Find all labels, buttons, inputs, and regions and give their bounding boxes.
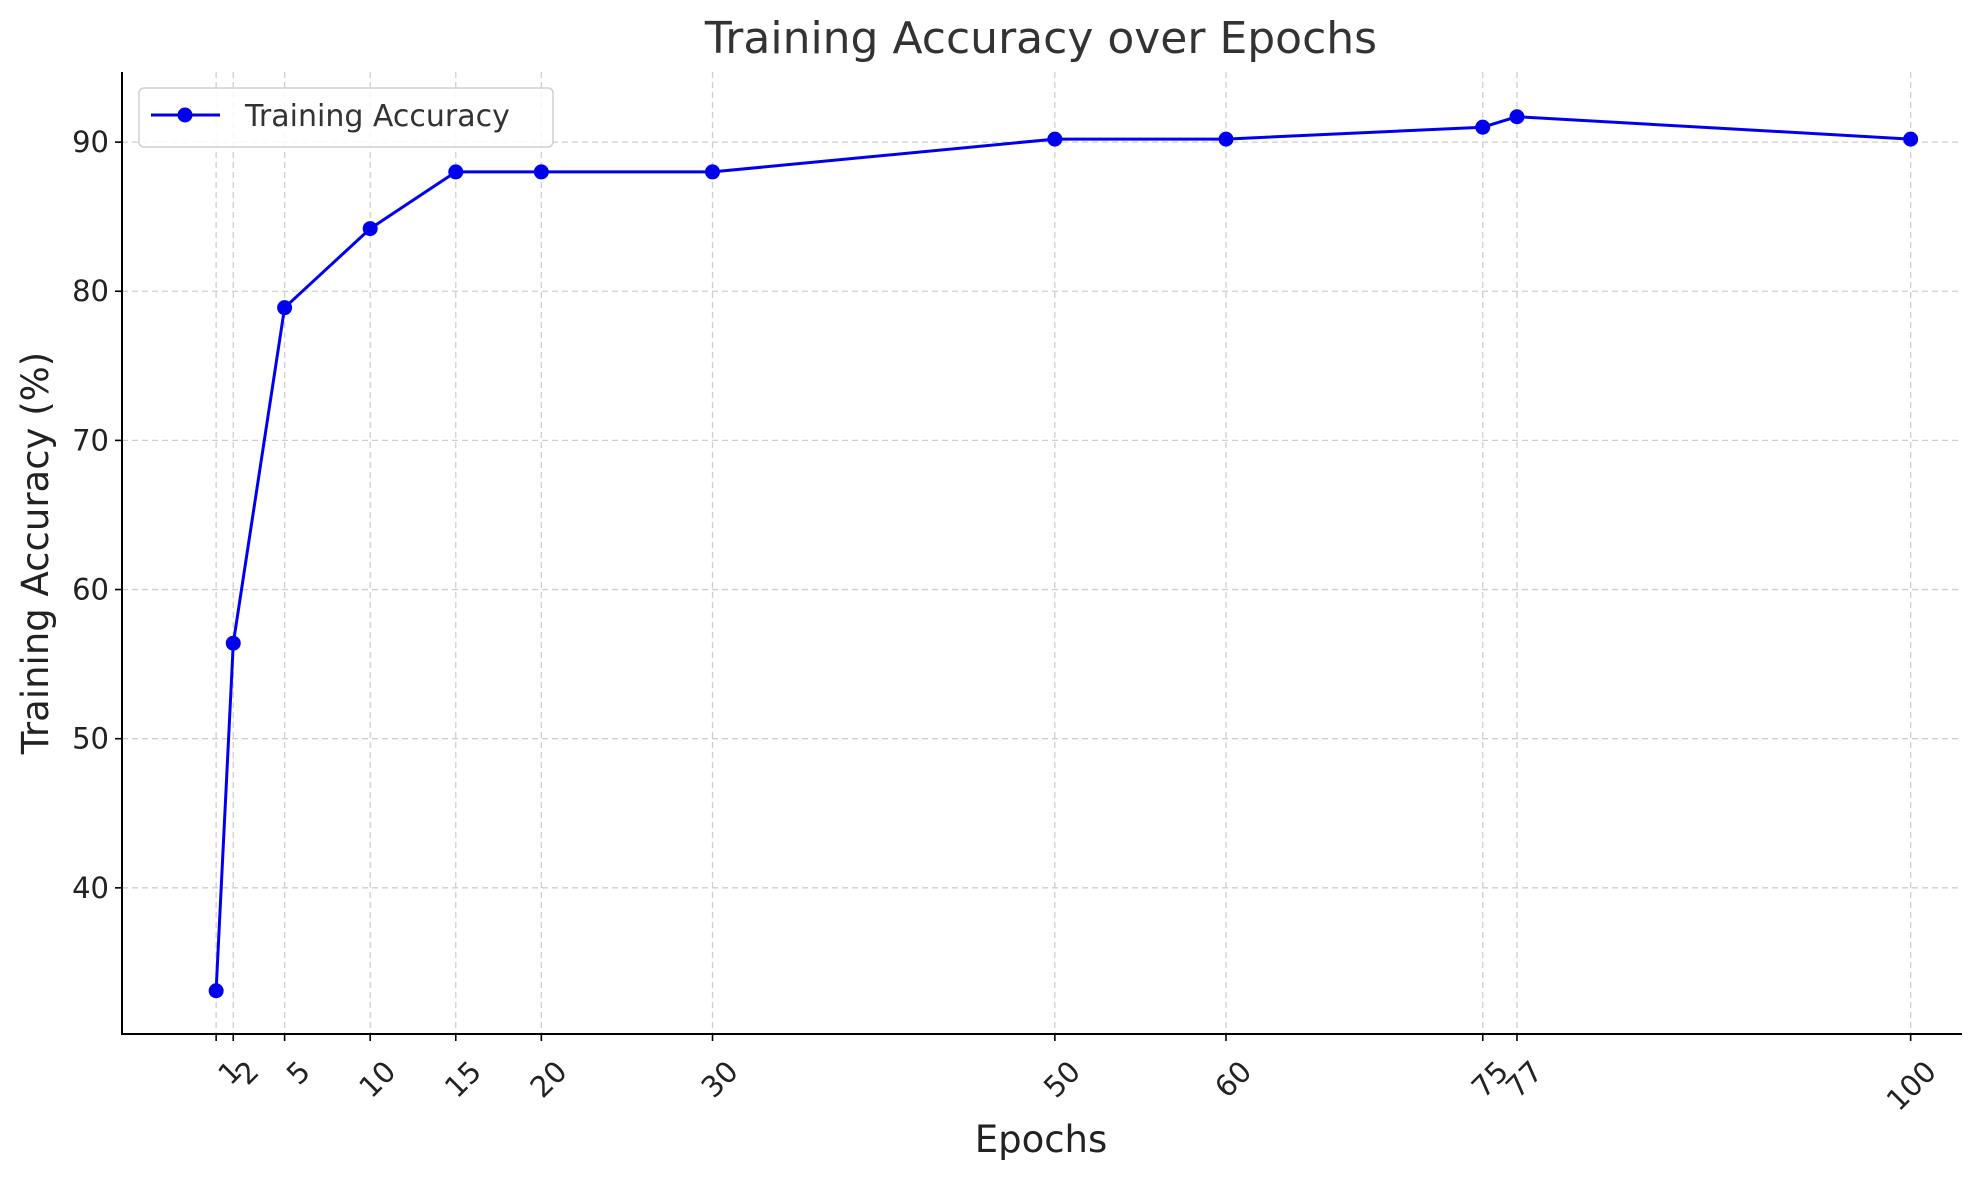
data-point [1903,131,1919,147]
y-axis-label: Training Accuracy (%) [14,352,57,755]
legend-marker [177,107,193,123]
legend-box [138,87,554,148]
x-tick-label: 77 [1499,1054,1549,1104]
y-tick-label: 80 [72,274,109,308]
y-tick-label: 40 [72,871,109,905]
data-point [1047,131,1063,147]
data-point [705,164,721,180]
data-point [362,221,378,237]
data-point [1475,119,1491,135]
y-tick-label: 90 [72,125,109,159]
legend: Training Accuracy [138,87,554,148]
y-tick-label: 50 [72,722,109,756]
y-tick-label: 60 [72,573,109,607]
data-point [1509,109,1525,125]
x-tick-label: 100 [1880,1054,1943,1117]
x-tick-label: 60 [1208,1054,1258,1104]
series-line [214,115,1911,991]
x-tick-label: 15 [438,1054,488,1104]
x-tick-label: 10 [352,1054,402,1104]
x-tick-label: 50 [1037,1054,1087,1104]
data-point [533,164,549,180]
data-point [208,983,224,999]
x-tick-label: 20 [523,1054,573,1104]
x-tick-label: 5 [280,1054,317,1091]
chart-title: Training Accuracy over Epochs [704,13,1377,64]
x-axis-label: Epochs [975,1118,1108,1161]
data-point [225,635,241,651]
data-point [448,164,464,180]
x-tick-label: 30 [695,1054,745,1104]
legend-label: Training Accuracy [244,99,510,134]
data-point [277,300,293,316]
y-tick-label: 70 [72,423,109,457]
data-point [1218,131,1234,147]
series-layer [208,109,1919,999]
grid [122,72,1962,1034]
